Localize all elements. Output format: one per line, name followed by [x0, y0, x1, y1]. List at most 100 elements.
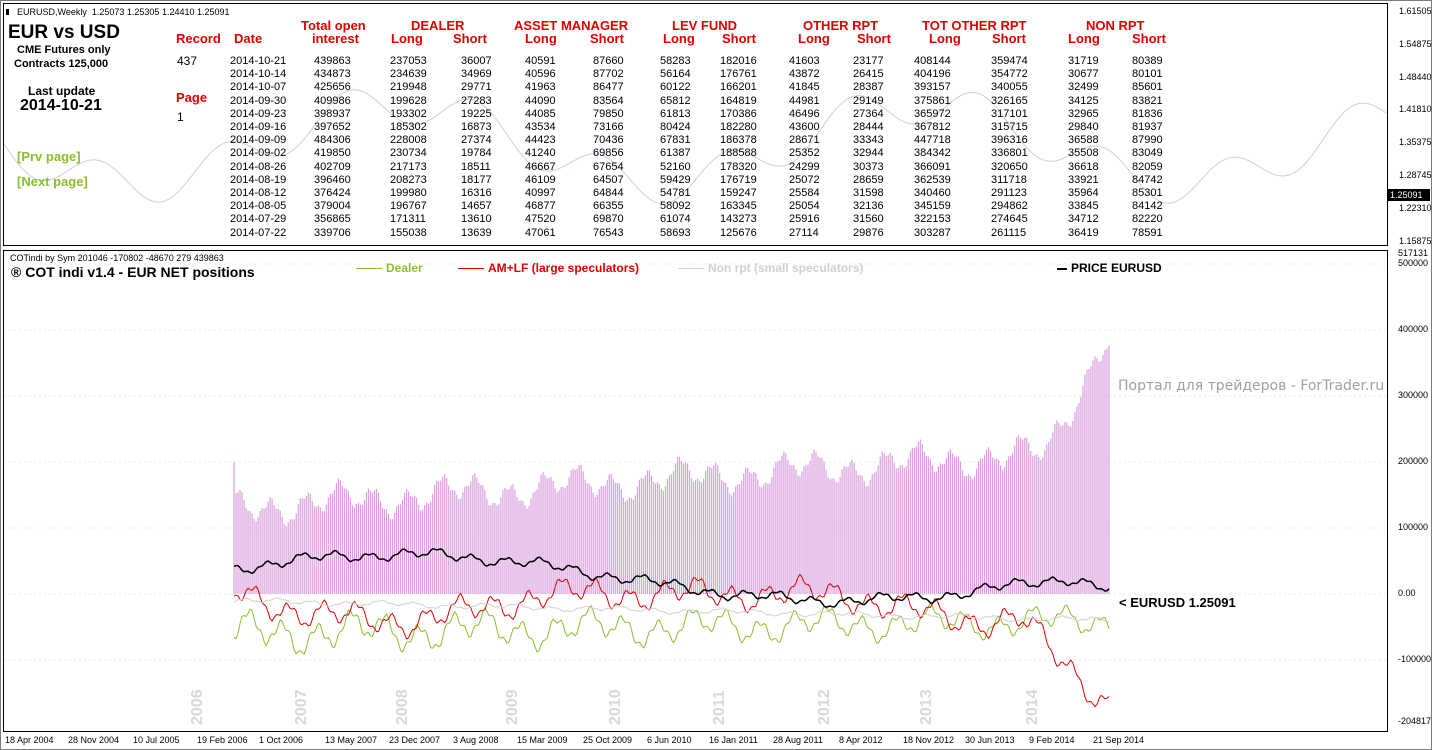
- legend-amlf-label: AM+LF (large speculators): [488, 261, 640, 275]
- header-asset-manager: ASSET MANAGER: [514, 18, 629, 33]
- row-value: 13639: [461, 226, 492, 239]
- chart-title: EURUSD,Weekly 1.25073 1.25305 1.24410 1.…: [6, 7, 230, 17]
- page-value: 1: [177, 110, 184, 124]
- row-value: 178320: [720, 160, 757, 173]
- row-value: 25054: [789, 200, 820, 213]
- row-value: 234639: [390, 68, 427, 81]
- current-price-box: 1.25091: [1388, 189, 1430, 201]
- row-value: 27283: [461, 94, 492, 107]
- next-page-button[interactable]: [Next page]: [17, 174, 88, 189]
- row-value: 66355: [593, 200, 624, 213]
- legend-price: PRICE EURUSD: [1057, 261, 1162, 275]
- last-update-date: 2014-10-21: [20, 97, 102, 114]
- year-watermark: 2011: [711, 690, 728, 725]
- row-value: 484306: [314, 134, 351, 147]
- row-value: 14657: [461, 200, 492, 213]
- table-row: 2014-09-30 409986 199628 27283 44090 83564 658…: [230, 95, 1176, 108]
- row-value: 52160: [660, 160, 691, 173]
- indicator-axis-label: 0.00: [1398, 588, 1416, 598]
- row-value: 80424: [660, 121, 691, 134]
- row-value: 44090: [525, 94, 556, 107]
- row-value: 366091: [914, 160, 951, 173]
- table-row: 2014-07-29 356865 171311 13610 47520 69870 610…: [230, 213, 1176, 226]
- indicator-pane[interactable]: COTindi by Sym 201046 -170802 -48670 279…: [3, 250, 1388, 732]
- row-date: 2014-09-23: [230, 107, 287, 120]
- price-axis-label: 1.54875: [1399, 38, 1432, 49]
- subheader-am-short: Short: [590, 31, 624, 46]
- contracts-label: Contracts 125,000: [14, 58, 109, 70]
- prev-page-button[interactable]: [Prv page]: [17, 149, 81, 164]
- row-value: 16873: [461, 121, 492, 134]
- row-value: 67831: [660, 134, 691, 147]
- row-value: 83049: [1132, 147, 1163, 160]
- row-value: 86477: [593, 81, 624, 94]
- row-value: 87702: [593, 68, 624, 81]
- year-watermark: 2012: [816, 689, 833, 725]
- row-date: 2014-10-07: [230, 81, 287, 94]
- row-value: 159247: [720, 186, 757, 199]
- symbol-timeframe: EURUSD,Weekly: [17, 7, 87, 17]
- legend-price-label: PRICE EURUSD: [1071, 261, 1162, 275]
- row-date: 2014-07-29: [230, 213, 287, 226]
- row-value: 32965: [1068, 107, 1099, 120]
- row-value: 303287: [914, 226, 951, 239]
- row-value: 23177: [853, 55, 884, 68]
- window-title-icon: [6, 9, 15, 15]
- row-value: 28387: [853, 81, 884, 94]
- row-value: 35508: [1068, 147, 1099, 160]
- row-value: 61813: [660, 107, 691, 120]
- row-value: 36007: [461, 55, 492, 68]
- row-value: 402709: [314, 160, 351, 173]
- time-axis: 18 Apr 2004 28 Nov 2004 10 Jul 2005 19 Feb …: [3, 732, 1388, 750]
- row-value: 56164: [660, 68, 691, 81]
- header-non-rpt: NON RPT: [1086, 18, 1145, 33]
- time-axis-label: 30 Jun 2013: [965, 735, 1015, 745]
- row-value: 58283: [660, 55, 691, 68]
- price-axis-label: 1.48440: [1399, 71, 1432, 82]
- row-value: 274645: [991, 213, 1028, 226]
- subheader-dealer-long: Long: [391, 31, 423, 46]
- time-axis-label: 3 Aug 2008: [453, 735, 499, 745]
- price-chart-pane[interactable]: EURUSD,Weekly 1.25073 1.25305 1.24410 1.…: [3, 3, 1388, 246]
- price-axis-label: 1.35375: [1399, 137, 1432, 148]
- row-value: 219948: [390, 81, 427, 94]
- time-axis-label: 6 Jun 2010: [647, 735, 692, 745]
- year-watermark: 2007: [293, 689, 310, 725]
- row-value: 80101: [1132, 68, 1163, 81]
- row-value: 182280: [720, 121, 757, 134]
- row-value: 362539: [914, 173, 951, 186]
- row-value: 44981: [789, 94, 820, 107]
- year-watermark: 2013: [918, 689, 935, 725]
- row-value: 29149: [853, 94, 884, 107]
- row-value: 199980: [390, 186, 427, 199]
- time-axis-label: 28 Aug 2011: [773, 735, 823, 745]
- row-value: 19784: [461, 147, 492, 160]
- row-value: 87990: [1132, 134, 1163, 147]
- row-value: 29876: [853, 226, 884, 239]
- row-value: 29771: [461, 81, 492, 94]
- row-value: 367812: [914, 121, 951, 134]
- row-date: 2014-09-09: [230, 134, 287, 147]
- time-axis-label: 8 Apr 2012: [839, 735, 883, 745]
- row-value: 261115: [991, 226, 1027, 239]
- row-value: 188588: [720, 147, 757, 160]
- legend-amlf: AM+LF (large speculators): [458, 261, 639, 275]
- table-row: 2014-09-23 398937 193302 19225 44085 79850 618…: [230, 108, 1176, 121]
- time-axis-label: 16 Jan 2011: [709, 735, 758, 745]
- row-value: 32944: [853, 147, 884, 160]
- row-value: 73166: [593, 121, 624, 134]
- row-value: 33845: [1068, 200, 1099, 213]
- subheader-dealer-short: Short: [453, 31, 487, 46]
- subheader-other-short: Short: [857, 31, 891, 46]
- row-value: 34712: [1068, 213, 1099, 226]
- row-date: 2014-08-12: [230, 186, 287, 199]
- row-value: 46109: [525, 173, 556, 186]
- row-value: 396460: [314, 173, 351, 186]
- row-value: 33343: [853, 134, 884, 147]
- row-value: 164819: [720, 94, 757, 107]
- last-update-label: Last update: [28, 84, 96, 98]
- row-value: 64844: [593, 186, 624, 199]
- row-value: 30373: [853, 160, 884, 173]
- row-value: 28444: [853, 121, 884, 134]
- row-value: 85601: [1132, 81, 1163, 94]
